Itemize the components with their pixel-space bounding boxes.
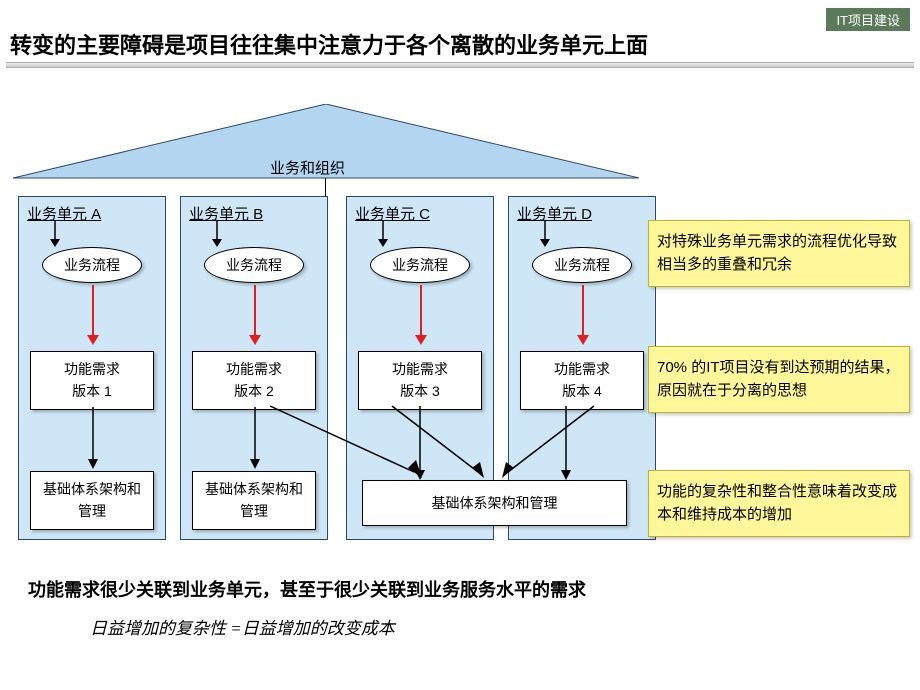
unit-b-label: 业务单元 B	[189, 203, 263, 224]
unit-a-infra: 基础体系架构和 管理	[30, 471, 154, 530]
arrow-b-red	[249, 285, 261, 345]
callout-1: 对特殊业务单元需求的流程优化导致相当多的重叠和冗余	[648, 220, 910, 287]
unit-d-ellipse-text: 业务流程	[554, 255, 610, 275]
unit-b: 业务单元 B 业务流程 功能需求 版本 2 基础体系架构和 管理	[180, 196, 328, 540]
arrow-d1	[539, 221, 551, 247]
unit-d-ellipse: 业务流程	[532, 247, 632, 283]
unit-a-req: 功能需求 版本 1	[30, 351, 154, 410]
arrow-b-cross	[266, 406, 426, 484]
arrow-c-red	[415, 285, 427, 345]
unit-c-label: 业务单元 C	[355, 203, 430, 224]
center-line	[325, 178, 326, 198]
arrow-a2	[87, 407, 99, 469]
unit-a-req-l2: 版本 1	[33, 380, 151, 402]
callout-2: 70% 的IT项目没有到达预期的结果，原因就在于分离的思想	[648, 346, 910, 413]
unit-a-ellipse: 业务流程	[42, 247, 142, 283]
unit-b-req: 功能需求 版本 2	[192, 351, 316, 410]
unit-d-req-l1: 功能需求	[523, 358, 641, 380]
unit-a-ellipse-text: 业务流程	[64, 255, 120, 275]
arrow-c1	[377, 221, 389, 247]
unit-c-req-l1: 功能需求	[361, 358, 479, 380]
callout-3: 功能的复杂性和整合性意味着改变成本和维持成本的增加	[648, 470, 910, 537]
unit-a: 业务单元 A 业务流程 功能需求 版本 1 基础体系架构和 管理	[18, 196, 166, 540]
callout-1-text: 对特殊业务单元需求的流程优化导致相当多的重叠和冗余	[657, 233, 897, 273]
unit-b-ellipse-text: 业务流程	[226, 255, 282, 275]
unit-c-ellipse: 业务流程	[370, 247, 470, 283]
unit-c-ellipse-text: 业务流程	[392, 255, 448, 275]
unit-a-infra-l2: 管理	[33, 500, 151, 522]
bottom-text-1: 功能需求很少关联到业务单元，甚至于很少关联到业务服务水平的需求	[28, 576, 586, 602]
unit-a-req-l1: 功能需求	[33, 358, 151, 380]
arrow-d-to-merged-r	[498, 406, 598, 484]
unit-b-ellipse: 业务流程	[204, 247, 304, 283]
callout-2-text: 70% 的IT项目没有到达预期的结果，原因就在于分离的思想	[657, 359, 900, 399]
arrow-b2	[249, 407, 261, 469]
arrow-b1	[211, 221, 223, 247]
org-label: 业务和组织	[270, 157, 345, 178]
bottom-text-2: 日益增加的复杂性 =日益增加的改变成本	[90, 614, 395, 639]
unit-a-label: 业务单元 A	[27, 203, 101, 224]
unit-d-label: 业务单元 D	[517, 203, 592, 224]
unit-d-req-l2: 版本 4	[523, 380, 641, 402]
merged-infra-box: 基础体系架构和管理	[362, 480, 627, 526]
title-underline	[6, 62, 914, 68]
unit-b-req-l1: 功能需求	[195, 358, 313, 380]
unit-b-req-l2: 版本 2	[195, 380, 313, 402]
unit-b-infra-l2: 管理	[195, 500, 313, 522]
arrow-a1	[49, 221, 61, 247]
merged-infra-text: 基础体系架构和管理	[432, 495, 558, 511]
unit-d-req: 功能需求 版本 4	[520, 351, 644, 410]
arrow-a-red	[87, 285, 99, 345]
arrow-d-red	[577, 285, 589, 345]
unit-c-req: 功能需求 版本 3	[358, 351, 482, 410]
page-title: 转变的主要障碍是项目往往集中注意力于各个离散的业务单元上面	[10, 28, 910, 60]
unit-a-infra-l1: 基础体系架构和	[33, 478, 151, 500]
unit-c-req-l2: 版本 3	[361, 380, 479, 402]
callout-3-text: 功能的复杂性和整合性意味着改变成本和维持成本的增加	[657, 483, 897, 523]
